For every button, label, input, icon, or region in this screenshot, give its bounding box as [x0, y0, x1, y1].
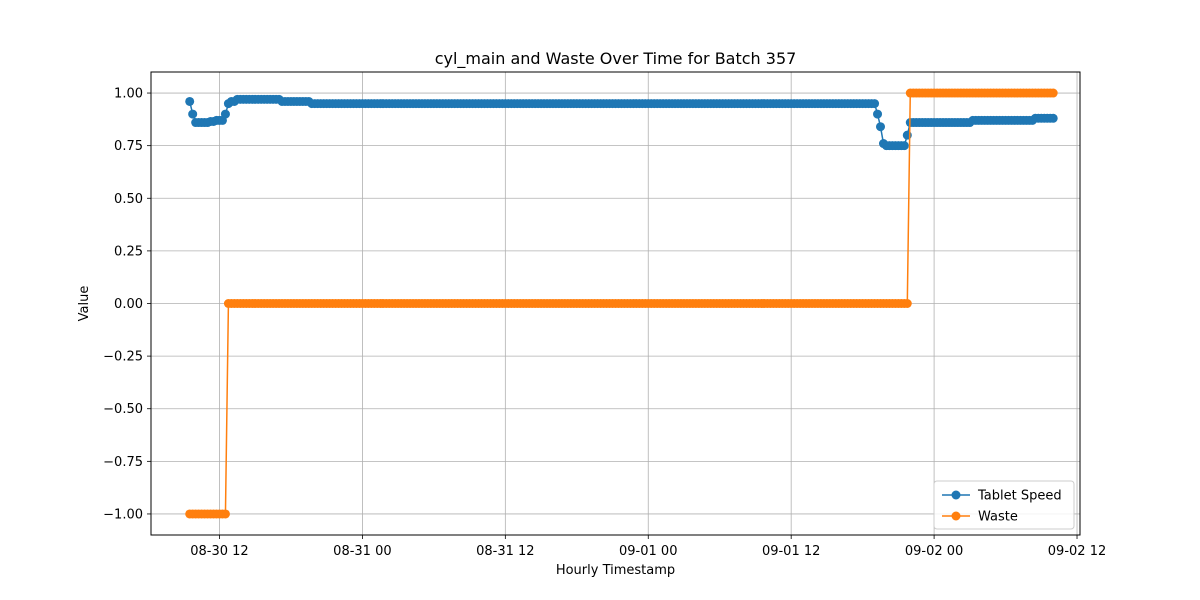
grid [151, 72, 1080, 535]
y-tick-label: −1.00 [103, 507, 143, 522]
x-tick-label: 09-01 12 [762, 544, 820, 559]
x-tick-label: 08-30 12 [190, 544, 248, 559]
y-tick-label: −0.50 [103, 402, 143, 417]
data-point [870, 99, 880, 109]
x-tick-label: 09-01 00 [619, 544, 677, 559]
series-layer [185, 88, 1058, 519]
y-tick-label: −0.25 [103, 350, 143, 365]
x-tick-label: 08-31 00 [333, 544, 391, 559]
x-tick-label: 09-02 00 [905, 544, 963, 559]
data-point [876, 122, 885, 132]
data-point [185, 96, 195, 106]
legend-box [933, 480, 1075, 530]
x-tick-label: 09-02 12 [1048, 544, 1106, 559]
legend-label: Tablet Speed [977, 489, 1062, 504]
x-tick-label: 08-31 12 [476, 544, 534, 559]
legend-label: Waste [978, 510, 1018, 525]
data-point [1048, 113, 1058, 123]
series-waste [185, 88, 1058, 519]
data-point [220, 509, 230, 519]
y-axis-title: Value [77, 286, 92, 322]
y-tick-label: 0.25 [114, 244, 143, 259]
data-point [902, 299, 912, 308]
y-tick-label: 0.50 [114, 192, 143, 207]
legend-marker [951, 490, 961, 500]
data-point [899, 141, 909, 151]
data-point [1048, 88, 1058, 98]
y-tick-label: 1.00 [114, 87, 143, 102]
data-point [188, 109, 198, 119]
y-tick-label: 0.00 [114, 297, 143, 312]
data-point [220, 109, 230, 119]
data-point [873, 109, 883, 119]
legend: Tablet Speed Waste [933, 480, 1075, 530]
x-axis-title: Hourly Timestamp [556, 563, 675, 578]
y-tick-label: −0.75 [103, 455, 143, 470]
y-axis: −1.00 −0.75 −0.50 −0.25 0.00 0.25 0.50 0.75 1.00 [103, 87, 151, 522]
chart-title: cyl_main and Waste Over Time for Batch 3… [435, 49, 797, 69]
series-tablet-speed [185, 94, 1058, 151]
y-tick-label: 0.75 [114, 139, 143, 154]
x-axis: 08-30 12 08-31 00 08-31 12 09-01 00 09-01 12… [190, 535, 1106, 559]
legend-marker [951, 511, 961, 521]
